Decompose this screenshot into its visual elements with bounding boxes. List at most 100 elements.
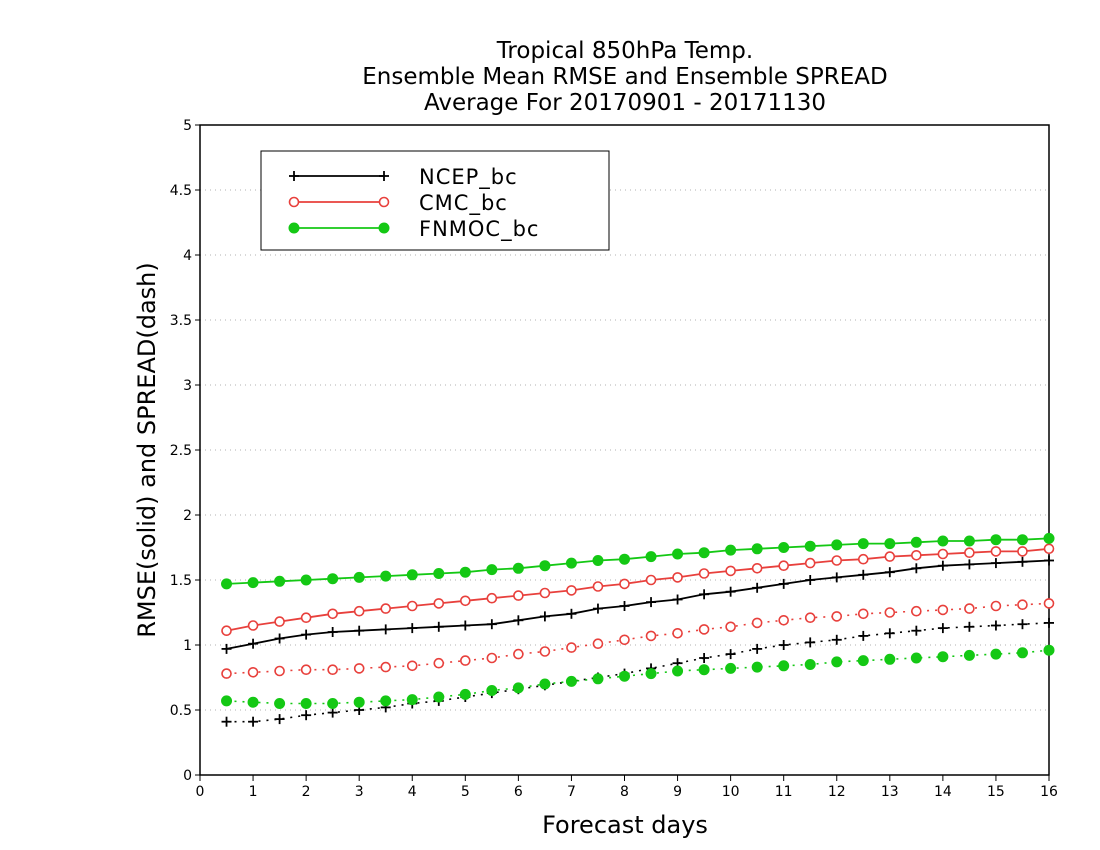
data-point-ncep-bc-rmse [592, 603, 603, 614]
y-tick-label: 1.5 [170, 573, 192, 589]
data-point-ncep-bc-rmse [937, 560, 948, 571]
data-point-cmc-bc-spread [672, 627, 683, 639]
data-point-ncep-bc-rmse [274, 633, 285, 644]
data-point-ncep-bc-spread [911, 625, 922, 636]
x-tick-label: 3 [355, 784, 364, 800]
data-point-ncep-bc-rmse [354, 625, 365, 636]
x-tick-label: 14 [934, 784, 952, 800]
data-point-fnmoc-bc-spread [433, 691, 445, 703]
data-point-fnmoc-bc-rmse [459, 566, 471, 578]
data-point-cmc-bc-spread [247, 666, 259, 678]
data-point-fnmoc-bc-spread [698, 664, 710, 676]
data-point-fnmoc-bc-rmse [592, 555, 604, 566]
data-point-ncep-bc-rmse [884, 567, 895, 578]
data-point-fnmoc-bc-rmse [300, 574, 312, 586]
data-point-ncep-bc-rmse [725, 586, 736, 597]
data-point-ncep-bc-rmse [1044, 555, 1054, 566]
data-point-fnmoc-bc-spread [857, 655, 869, 667]
series-line-cmc-bc-rmse [226, 547, 1050, 632]
data-point-fnmoc-bc-rmse [274, 575, 286, 587]
data-point-fnmoc-bc-spread [884, 653, 896, 665]
y-tick-label: 0 [183, 768, 192, 784]
data-point-fnmoc-bc-spread [1043, 644, 1055, 656]
data-point-cmc-bc-spread [433, 657, 445, 669]
x-tick-label: 16 [1040, 784, 1058, 800]
data-point-fnmoc-bc-rmse [884, 538, 896, 550]
data-point-cmc-bc-spread [566, 642, 577, 653]
data-point-ncep-bc-spread [274, 714, 285, 725]
legend-marker [378, 196, 390, 208]
data-point-fnmoc-bc-rmse [1043, 532, 1055, 544]
x-axis-label: Forecast days [542, 811, 708, 839]
data-point-ncep-bc-rmse [513, 615, 524, 626]
data-point-cmc-bc-spread [751, 617, 763, 629]
x-tick-label: 4 [408, 784, 417, 800]
data-point-fnmoc-bc-spread [327, 698, 339, 709]
data-point-ncep-bc-spread [1044, 617, 1054, 628]
data-point-fnmoc-bc-spread [619, 670, 630, 682]
axis-ticks: 00.511.522.533.544.550 1 2 3 4 5 6 7 8 9 10 11 12 13 1… [170, 118, 1058, 800]
data-point-ncep-bc-rmse [672, 594, 683, 605]
data-point-fnmoc-bc-rmse [353, 571, 365, 583]
data-point-fnmoc-bc-spread [221, 695, 233, 707]
y-tick-label: 2 [183, 508, 192, 524]
series-line-ncep-bc-spread [226, 622, 1050, 723]
data-point-ncep-bc-spread [990, 620, 1001, 631]
data-point-fnmoc-bc-spread [990, 648, 1002, 660]
data-point-fnmoc-bc-rmse [963, 535, 975, 547]
data-point-fnmoc-bc-rmse [937, 535, 949, 547]
data-point-fnmoc-bc-rmse [804, 540, 816, 552]
data-point-cmc-bc-rmse [513, 590, 524, 601]
data-point-ncep-bc-rmse [619, 601, 630, 611]
chart-title: Tropical 850hPa Temp. Ensemble Mean RMSE… [362, 38, 887, 116]
data-point-fnmoc-bc-spread [963, 649, 975, 661]
data-point-fnmoc-bc-spread [512, 682, 524, 694]
y-tick-label: 5 [183, 118, 192, 134]
legend-label: FNMOC_bc [419, 217, 539, 242]
data-point-ncep-bc-spread [1017, 619, 1028, 630]
data-point-ncep-bc-rmse [486, 619, 497, 630]
data-point-cmc-bc-rmse [990, 546, 1002, 557]
x-tick-label: 5 [461, 784, 470, 800]
data-point-cmc-bc-rmse [964, 547, 975, 559]
data-point-cmc-bc-rmse [804, 557, 816, 569]
legend-marker [288, 222, 300, 234]
data-point-cmc-bc-rmse [592, 581, 604, 592]
chart-title-line-1: Tropical 850hPa Temp. [496, 38, 753, 64]
x-tick-label: 2 [302, 784, 311, 800]
data-point-ncep-bc-rmse [778, 578, 789, 589]
data-point-fnmoc-bc-spread [247, 696, 259, 708]
data-point-fnmoc-bc-rmse [990, 534, 1002, 546]
data-point-ncep-bc-spread [831, 634, 842, 645]
data-point-cmc-bc-rmse [645, 574, 657, 586]
legend-label: NCEP_bc [419, 165, 518, 190]
data-point-fnmoc-bc-spread [645, 668, 657, 680]
chart-title-line-2: Ensemble Mean RMSE and Ensemble SPREAD [362, 64, 887, 90]
data-point-cmc-bc-rmse [327, 608, 338, 620]
data-point-cmc-bc-spread [725, 621, 736, 633]
series-fnmoc-bc-spread [221, 644, 1055, 709]
data-point-cmc-bc-spread [831, 611, 843, 622]
data-point-cmc-bc-spread [221, 668, 232, 679]
x-tick-label: 15 [987, 784, 1005, 800]
data-point-ncep-bc-spread [884, 628, 895, 639]
legend-marker [289, 171, 299, 181]
data-point-fnmoc-bc-rmse [221, 578, 233, 590]
series-cmc-bc-rmse [221, 543, 1055, 637]
data-point-fnmoc-bc-rmse [672, 548, 684, 560]
data-point-fnmoc-bc-rmse [751, 543, 763, 555]
data-point-ncep-bc-rmse [380, 624, 391, 635]
data-point-cmc-bc-spread [1043, 598, 1055, 609]
data-point-cmc-bc-spread [778, 614, 789, 626]
series-line-fnmoc-bc-rmse [226, 537, 1050, 585]
data-point-cmc-bc-rmse [751, 562, 763, 574]
series-line-fnmoc-bc-spread [226, 649, 1050, 705]
data-point-fnmoc-bc-spread [1016, 647, 1028, 659]
data-point-cmc-bc-rmse [672, 572, 683, 583]
data-point-ncep-bc-rmse [460, 620, 471, 631]
data-point-cmc-bc-spread [911, 605, 922, 617]
data-point-cmc-bc-spread [990, 600, 1002, 612]
data-point-ncep-bc-rmse [539, 611, 550, 622]
series-ncep-bc-rmse [221, 555, 1054, 654]
